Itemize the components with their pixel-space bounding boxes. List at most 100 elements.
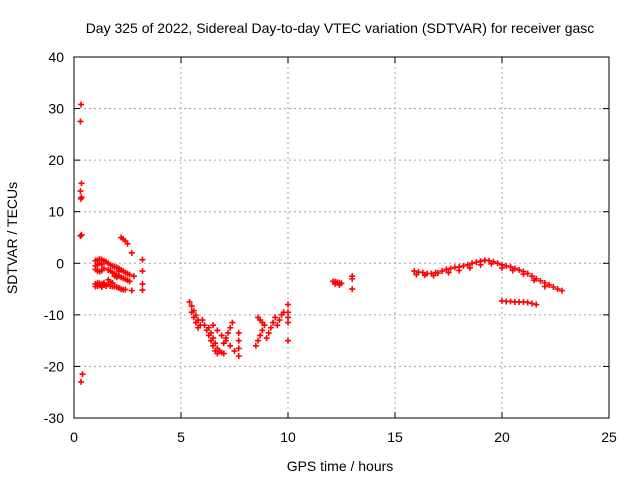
data-point: [554, 286, 561, 293]
data-point: [466, 264, 473, 271]
y-tick-label: 30: [48, 101, 64, 117]
data-point: [411, 268, 418, 275]
data-point: [447, 265, 454, 272]
data-point: [477, 261, 484, 268]
x-tick-label: 25: [601, 429, 617, 445]
data-point: [270, 319, 277, 326]
data-point: [210, 335, 217, 342]
data-point: [77, 118, 84, 125]
data-point: [78, 180, 85, 187]
data-point: [531, 277, 538, 284]
data-point: [349, 275, 356, 282]
data-point: [469, 260, 476, 267]
data-point: [507, 263, 514, 270]
data-point: [139, 256, 146, 263]
y-tick-label: -10: [44, 307, 64, 323]
data-point: [445, 269, 452, 276]
data-point: [188, 309, 195, 316]
data-point: [130, 273, 137, 280]
data-point: [263, 335, 270, 342]
data-point: [533, 301, 540, 308]
x-tick-label: 5: [177, 429, 185, 445]
data-point: [265, 329, 272, 336]
data-point: [499, 264, 505, 271]
data-points: [77, 101, 565, 385]
data-point: [464, 261, 471, 268]
data-point: [528, 273, 535, 280]
data-point: [78, 231, 85, 238]
data-point: [214, 327, 221, 334]
data-point: [77, 232, 84, 239]
data-point: [421, 272, 428, 279]
data-point: [257, 332, 264, 339]
data-point: [235, 329, 242, 336]
x-axis-label: GPS time / hours: [287, 458, 394, 474]
data-point: [252, 342, 259, 349]
data-point: [188, 303, 195, 310]
y-axis-label: SDTVAR / TECUs: [4, 182, 20, 294]
data-point: [336, 281, 343, 288]
data-point: [267, 324, 274, 331]
y-tick-label: 20: [48, 152, 64, 168]
data-point: [227, 342, 234, 349]
data-point: [124, 240, 131, 247]
data-point: [126, 278, 133, 285]
data-point: [349, 286, 356, 293]
data-point: [332, 280, 339, 287]
data-point: [229, 319, 236, 326]
data-point: [210, 322, 217, 329]
axis-ticks: 0 5 10 15 20 25 -30 -20 -10 0 10 20 30 40: [44, 49, 617, 445]
data-point: [285, 337, 291, 344]
data-point: [537, 277, 544, 284]
data-point: [259, 327, 266, 334]
data-point: [550, 284, 557, 291]
data-point: [276, 317, 283, 324]
data-point: [77, 195, 84, 202]
data-point: [528, 300, 535, 307]
data-point: [274, 322, 281, 329]
data-point: [128, 249, 135, 256]
data-point: [235, 337, 242, 344]
data-point: [207, 329, 214, 336]
data-point: [220, 350, 227, 357]
data-point: [98, 261, 105, 268]
data-point: [456, 267, 463, 274]
plot-frame: [73, 56, 610, 419]
data-point: [430, 272, 437, 279]
data-point: [443, 266, 450, 273]
data-point: [235, 353, 242, 360]
data-point: [126, 271, 133, 278]
data-point: [439, 268, 446, 275]
data-point: [285, 314, 291, 321]
data-point: [186, 298, 193, 305]
data-point: [235, 345, 242, 352]
data-point: [227, 324, 234, 331]
data-point: [272, 314, 279, 321]
x-tick-label: 0: [70, 429, 78, 445]
y-tick-label: 0: [56, 255, 64, 271]
x-tick-label: 10: [280, 429, 296, 445]
data-point: [541, 283, 548, 290]
data-point: [222, 335, 229, 342]
data-point: [413, 271, 420, 278]
chart-title: Day 325 of 2022, Sidereal Day-to-day VTE…: [86, 20, 595, 36]
data-point: [255, 337, 262, 344]
data-point: [201, 322, 208, 329]
x-tick-label: 20: [494, 429, 510, 445]
data-point: [77, 188, 84, 195]
data-point: [285, 319, 291, 326]
data-point: [78, 101, 85, 108]
data-point: [558, 287, 565, 294]
data-point: [218, 332, 225, 339]
data-point: [190, 314, 197, 321]
y-tick-label: -30: [44, 410, 64, 426]
data-point: [285, 301, 291, 308]
y-tick-label: 40: [48, 49, 64, 65]
data-point: [128, 287, 135, 294]
data-point: [460, 262, 467, 269]
data-point: [434, 270, 441, 277]
data-point: [494, 260, 501, 267]
data-point: [122, 286, 129, 293]
data-point: [139, 287, 146, 294]
